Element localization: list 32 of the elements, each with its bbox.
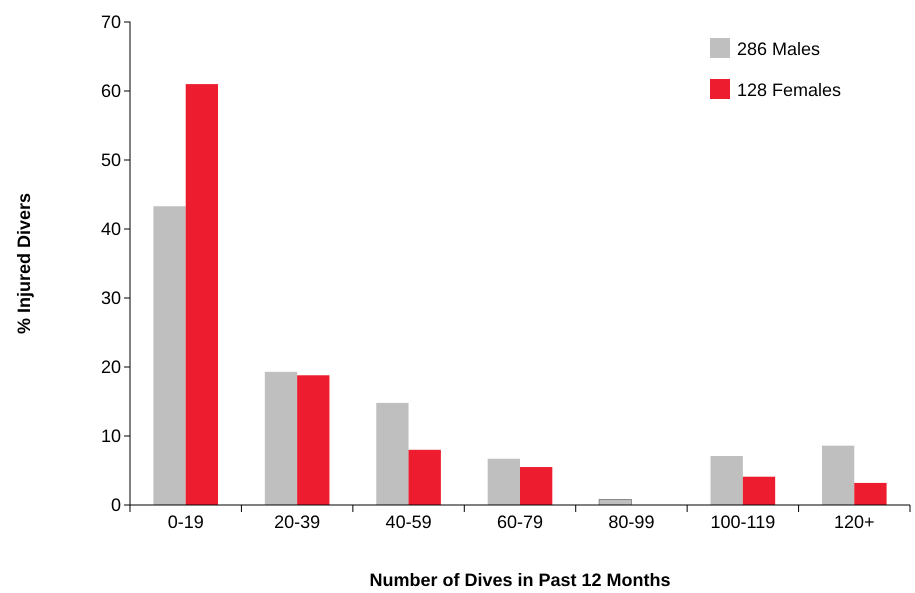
- bar: [264, 372, 298, 505]
- bar: [153, 206, 186, 505]
- legend-label: 286 Males: [737, 39, 820, 59]
- bar: [520, 467, 552, 505]
- x-tick-label: 60-79: [496, 512, 544, 532]
- x-tick-label: 40-59: [386, 512, 432, 532]
- bar: [598, 499, 632, 506]
- y-tick-label: 10: [100, 426, 121, 446]
- bar: [408, 450, 441, 505]
- x-tick-label: 0-19: [168, 512, 204, 532]
- y-tick-label: 60: [100, 80, 121, 101]
- y-tick-label: 20: [100, 356, 121, 377]
- bar: [742, 476, 776, 505]
- bar: [710, 456, 743, 505]
- bar: [376, 402, 409, 505]
- legend-label: 128 Females: [737, 80, 842, 100]
- bar: [297, 375, 330, 505]
- y-tick-label: 70: [100, 12, 121, 32]
- x-tick-label: 120+: [834, 512, 875, 532]
- x-tick-label: 20-39: [274, 512, 320, 532]
- y-tick-label: 0: [110, 494, 121, 515]
- x-axis-title: Number of Dives in Past 12 Months: [369, 570, 671, 590]
- y-axis-title: % Injured Divers: [14, 192, 34, 334]
- bar: [186, 84, 218, 505]
- y-tick-label: 50: [100, 150, 121, 170]
- y-tick-label: 30: [100, 288, 121, 308]
- bar: [854, 482, 887, 505]
- x-tick-label: 80-99: [608, 512, 654, 532]
- y-tick-label: 40: [100, 218, 121, 239]
- bar: [822, 446, 854, 505]
- x-tick-label: 100-119: [710, 512, 776, 532]
- bar: [488, 458, 520, 505]
